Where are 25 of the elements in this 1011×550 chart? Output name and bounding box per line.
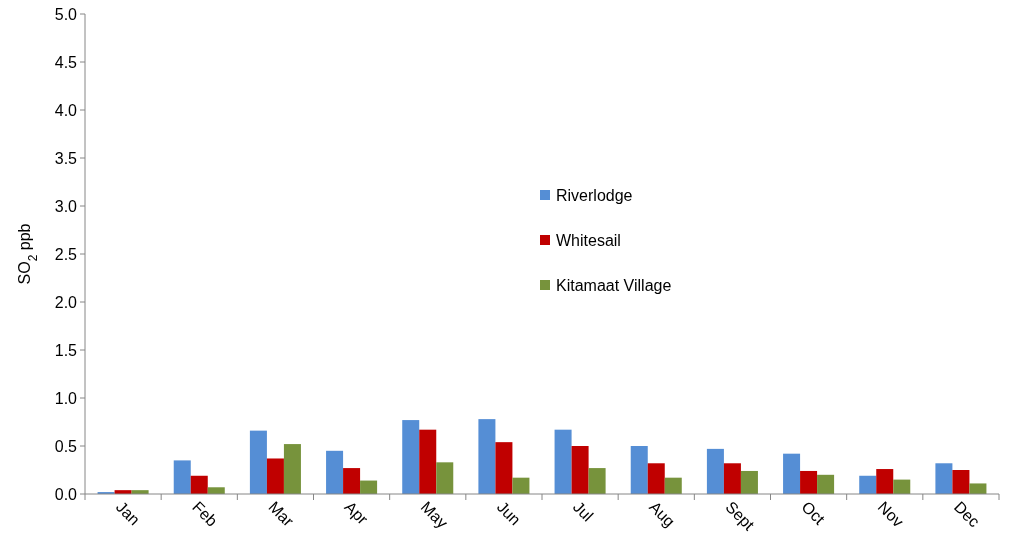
- y-tick-label: 2.0: [54, 293, 78, 311]
- y-tick-label: 1.5: [54, 341, 78, 359]
- x-tick-label: Feb: [189, 498, 221, 530]
- y-tick-label: 4.5: [54, 53, 78, 71]
- x-tick-label: Apr: [341, 498, 372, 529]
- y-tick-label: 4.0: [54, 101, 78, 119]
- y-tick-label: 1.0: [54, 389, 78, 407]
- x-tick-label: Mar: [265, 498, 298, 531]
- y-tick-label: 5.0: [54, 5, 78, 23]
- x-tick-label: Jan: [112, 498, 144, 529]
- x-tick-label: Aug: [646, 498, 679, 531]
- x-tick-label: May: [417, 498, 452, 532]
- x-tick-label: Nov: [874, 498, 907, 531]
- legend-label: Kitamaat Village: [556, 276, 672, 294]
- legend-label: Whitesail: [556, 231, 621, 249]
- y-tick-label: 3.5: [54, 149, 78, 167]
- x-tick-label: Dec: [950, 498, 983, 531]
- x-tick-label: Oct: [798, 498, 829, 529]
- y-tick-label: 0.0: [54, 485, 78, 503]
- y-tick-label: 2.5: [54, 245, 78, 263]
- y-tick-label: 0.5: [54, 437, 78, 455]
- legend-label: Riverlodge: [556, 186, 633, 204]
- x-tick-label: Jul: [569, 498, 597, 525]
- y-tick-label: 3.0: [54, 197, 78, 215]
- x-tick-label: Jun: [493, 498, 525, 529]
